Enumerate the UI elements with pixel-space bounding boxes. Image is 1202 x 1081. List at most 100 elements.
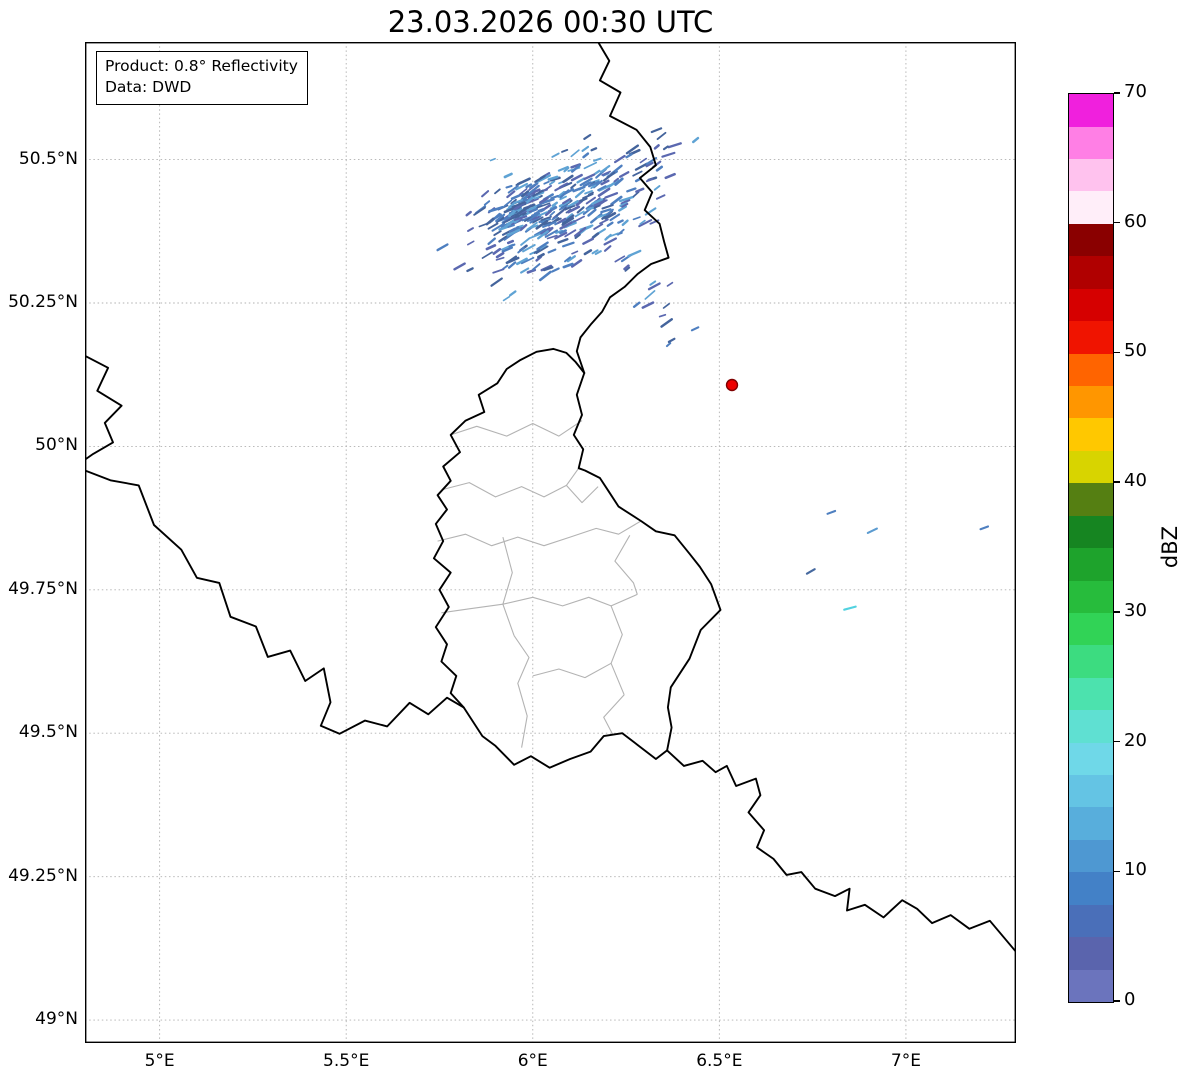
radar-echo — [610, 195, 623, 206]
radar-echo — [536, 209, 546, 214]
canton-border — [437, 520, 642, 547]
canton-border — [441, 603, 503, 614]
gridlines — [85, 42, 1016, 1043]
radar-echo — [508, 201, 517, 209]
radar-echo — [555, 206, 567, 217]
radar-echo — [594, 250, 602, 256]
radar-echo — [519, 188, 528, 196]
y-tick-label: 49.5°N — [18, 722, 78, 743]
radar-echo — [562, 174, 574, 184]
radar-echo — [597, 185, 607, 192]
radar-echo — [591, 198, 604, 205]
radar-echo — [582, 237, 594, 245]
colorbar-tick-label: 60 — [1124, 210, 1147, 232]
radar-echo — [571, 250, 579, 255]
y-tick-label: 50°N — [35, 435, 78, 456]
radar-echo — [481, 251, 493, 259]
radar-echo — [559, 189, 570, 199]
radar-echo — [527, 184, 540, 196]
radar-echo — [570, 173, 583, 182]
radar-echo — [826, 509, 837, 515]
canton-border — [565, 485, 599, 504]
radar-echo — [520, 198, 528, 203]
radar-echo — [596, 213, 608, 219]
radar-echo — [543, 221, 552, 226]
info-box: Product: 0.8° Reflectivity Data: DWD — [96, 51, 308, 105]
radar-echo — [542, 198, 555, 204]
colorbar-segment — [1069, 288, 1113, 322]
radar-echo — [623, 264, 630, 271]
info-data-line: Data: DWD — [105, 77, 192, 96]
radar-echo — [632, 216, 641, 221]
radar-echo — [566, 255, 576, 263]
radar-echo — [601, 170, 611, 176]
colorbar-tick-mark — [1114, 1000, 1120, 1002]
radar-echo — [590, 147, 598, 152]
map-plot: Product: 0.8° Reflectivity Data: DWD — [85, 42, 1016, 1043]
radar-echo — [614, 177, 624, 186]
colorbar-segment — [1069, 126, 1113, 160]
radar-echo — [533, 196, 540, 200]
radar-echo — [495, 256, 505, 261]
radar-echo — [557, 217, 567, 224]
radar-echo — [564, 229, 577, 238]
radar-echo — [576, 206, 585, 214]
radar-echo — [600, 179, 610, 186]
radar-echo — [649, 280, 657, 286]
radar-echo — [485, 217, 495, 226]
radar-echo — [690, 326, 700, 332]
radar-echo — [517, 246, 525, 254]
radar-echo — [584, 190, 593, 195]
radar-echo — [520, 203, 535, 213]
radar-echo — [660, 318, 674, 328]
radar-echo — [594, 169, 601, 175]
radar-echo — [667, 142, 682, 149]
radar-echo — [507, 184, 519, 194]
colorbar-tick-mark — [1114, 481, 1120, 483]
colorbar-segment — [1069, 515, 1113, 549]
radar-echo — [572, 215, 585, 223]
radar-echo — [639, 157, 648, 164]
radar-echo — [494, 188, 501, 195]
radar-echo — [585, 196, 596, 205]
radar-echo — [506, 218, 516, 227]
radar-echo — [564, 256, 572, 263]
colorbar-tick-mark — [1114, 870, 1120, 873]
colorbar-tick-label: 50 — [1124, 340, 1147, 362]
radar-echo — [515, 181, 522, 186]
colorbar-segment — [1069, 418, 1113, 451]
radar-echo — [581, 145, 590, 152]
colorbar-segment — [1069, 969, 1113, 1002]
colorbar-segment — [1069, 321, 1113, 354]
radar-echo — [593, 157, 602, 162]
radar-echo — [508, 243, 516, 248]
radar-echo — [547, 175, 559, 181]
radar-echo — [567, 200, 579, 208]
radar-echo — [621, 219, 629, 226]
radar-echo — [502, 264, 509, 270]
colorbar-segment — [1069, 904, 1113, 938]
radar-echo — [593, 198, 606, 206]
radar-echo — [656, 131, 667, 141]
radar-echo — [644, 290, 656, 300]
radar-echo — [634, 162, 648, 171]
radar-echo — [590, 212, 603, 224]
radar-echo — [625, 153, 633, 159]
radar-echo — [604, 192, 619, 199]
canton-border — [502, 593, 638, 607]
radar-echo — [618, 171, 630, 178]
radar-echo — [583, 161, 598, 170]
radar-echo — [599, 218, 609, 225]
radar-echo — [613, 177, 620, 183]
radar-echo — [667, 337, 676, 344]
colorbar-tick-mark — [1114, 351, 1120, 354]
radar-echo — [492, 268, 505, 274]
radar-echo — [561, 214, 575, 225]
radar-echo — [583, 249, 593, 256]
radar-echo — [583, 133, 592, 140]
radar-echo — [535, 245, 549, 255]
y-tick-label: 49°N — [35, 1009, 78, 1030]
radar-echo — [641, 301, 655, 309]
radar-echo — [510, 198, 517, 205]
radar-echo — [661, 151, 676, 158]
